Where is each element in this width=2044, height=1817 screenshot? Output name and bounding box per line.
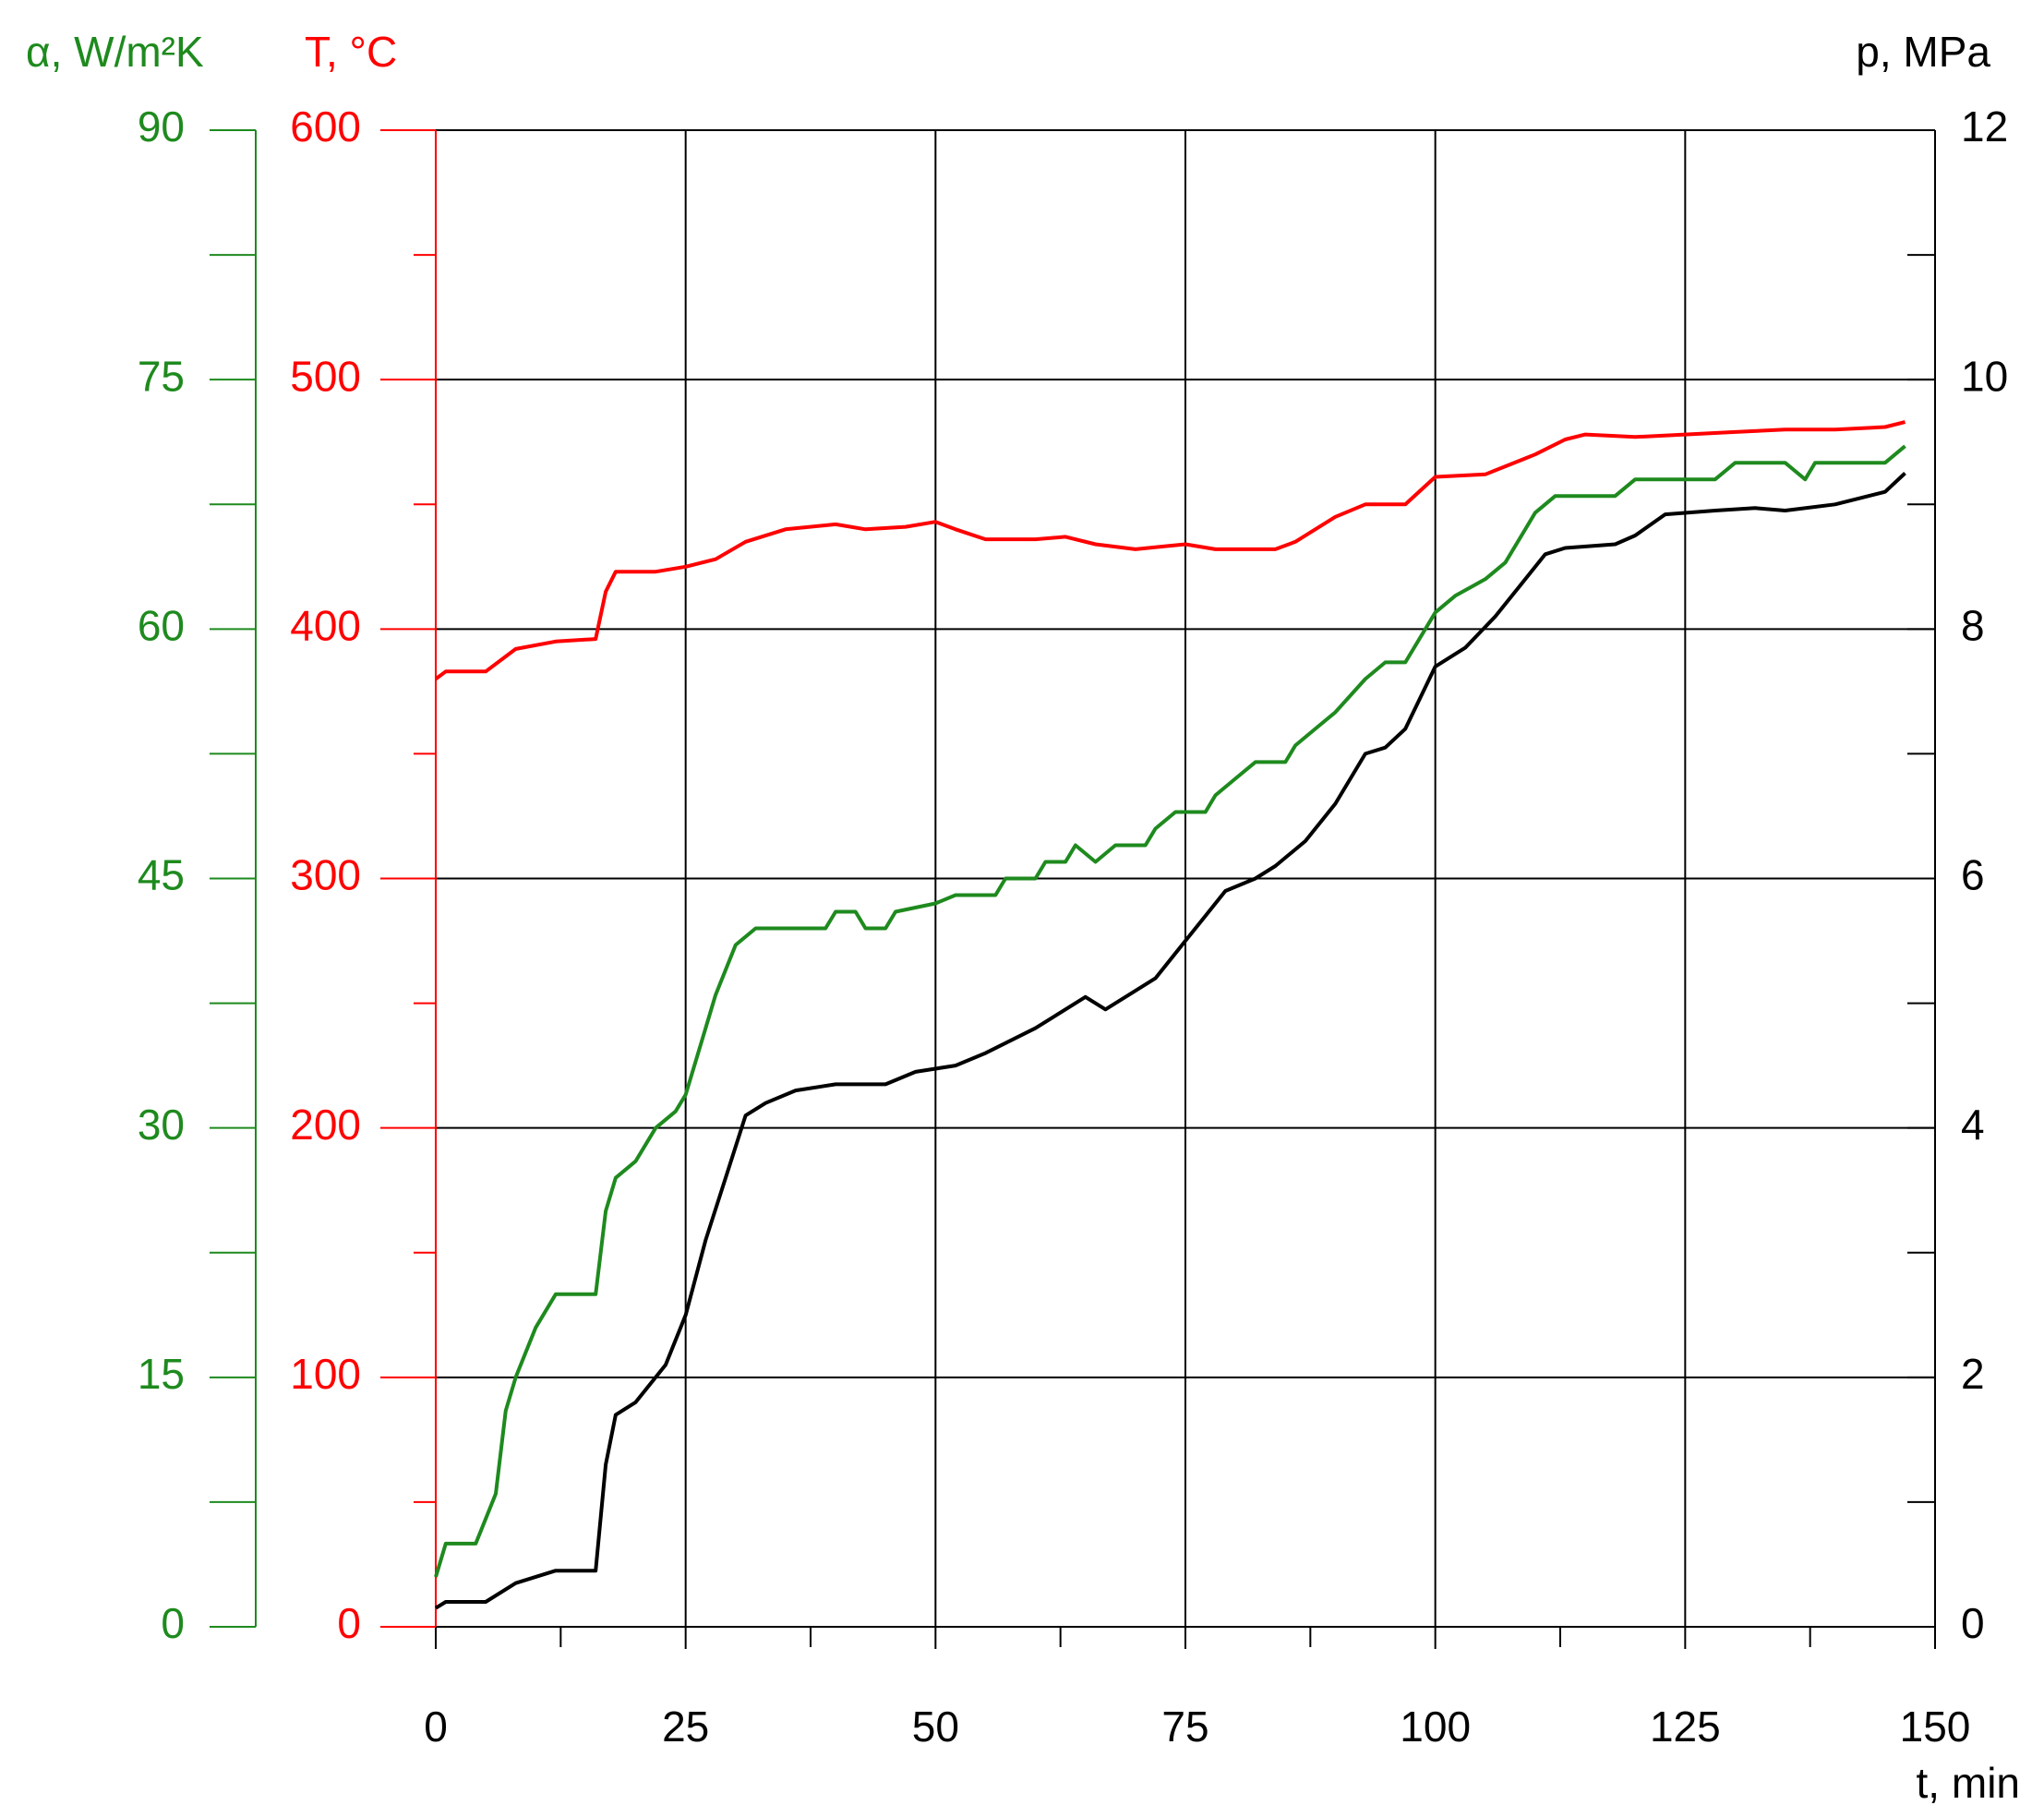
x-tick-label: 25 bbox=[662, 1703, 709, 1751]
x-tick-label: 75 bbox=[1161, 1703, 1208, 1751]
y-tick-label: 4 bbox=[1961, 1101, 1985, 1149]
y-axis-title: α, W/m²K bbox=[26, 28, 204, 76]
y-axis-title: T, °C bbox=[305, 28, 397, 76]
y-tick-label: 300 bbox=[290, 851, 361, 899]
y-tick-label: 0 bbox=[161, 1599, 185, 1647]
series-line bbox=[434, 444, 1906, 1578]
y-tick-label: 6 bbox=[1961, 851, 1985, 899]
y-tick-label: 0 bbox=[1961, 1599, 1985, 1647]
y-tick-label: 30 bbox=[138, 1101, 185, 1149]
x-axis-title: t, min bbox=[1917, 1759, 2020, 1807]
series-line bbox=[434, 472, 1906, 1610]
y-tick-label: 600 bbox=[290, 102, 361, 150]
x-tick-label: 125 bbox=[1650, 1703, 1721, 1751]
y-tick-label: 0 bbox=[337, 1599, 361, 1647]
y-tick-label: 15 bbox=[138, 1350, 185, 1398]
y-tick-label: 90 bbox=[138, 102, 185, 150]
x-tick-label: 150 bbox=[1900, 1703, 1971, 1751]
y-tick-label: 8 bbox=[1961, 601, 1985, 649]
x-tick-label: 50 bbox=[912, 1703, 959, 1751]
x-tick-label: 0 bbox=[424, 1703, 448, 1751]
y-tick-label: 200 bbox=[290, 1101, 361, 1149]
y-tick-label: 100 bbox=[290, 1350, 361, 1398]
x-tick-label: 100 bbox=[1400, 1703, 1471, 1751]
y-tick-label: 500 bbox=[290, 352, 361, 400]
series-line bbox=[434, 420, 1906, 680]
y-tick-label: 45 bbox=[138, 851, 185, 899]
y-axis-title: p, MPa bbox=[1856, 28, 1990, 76]
y-tick-label: 12 bbox=[1961, 102, 2008, 150]
y-tick-label: 10 bbox=[1961, 352, 2008, 400]
y-tick-label: 2 bbox=[1961, 1350, 1985, 1398]
y-tick-label: 60 bbox=[138, 601, 185, 649]
y-tick-label: 400 bbox=[290, 601, 361, 649]
y-tick-label: 75 bbox=[138, 352, 185, 400]
